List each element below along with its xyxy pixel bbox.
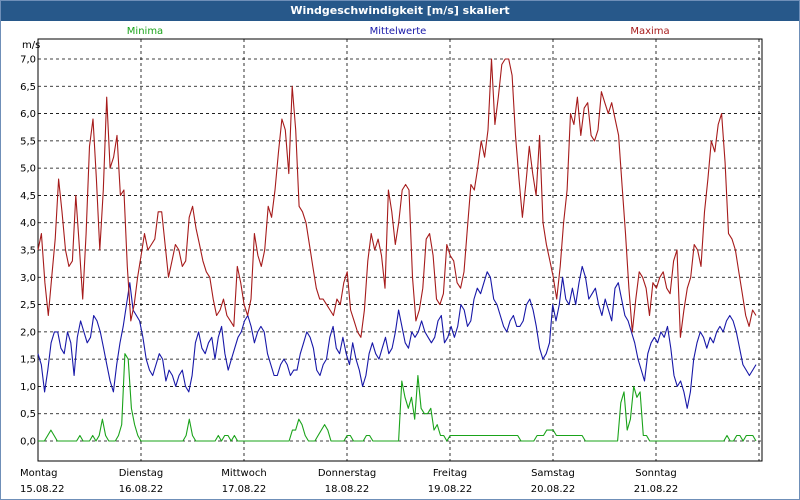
y-tick-label: 0,0 [20,437,36,448]
series-line-maxima [37,58,757,338]
x-date-label: 17.08.22 [222,484,267,495]
x-day-label: Donnerstag [318,468,376,479]
y-tick-label: 7,0 [20,55,36,66]
x-date-label: 21.08.22 [634,484,679,495]
x-date-label: 16.08.22 [119,484,164,495]
x-axis: Montag 15.08.22 Dienstag 16.08.22 Mittwoch 17… [20,468,678,495]
series-line-mittelwerte [37,265,757,409]
legend-mittelwerte: Mittelwerte [370,26,427,37]
y-tick-label: 4,5 [20,191,36,202]
y-tick-label: 2,0 [20,327,36,338]
x-day-label: Mittwoch [221,468,266,479]
y-tick-label: 6,5 [20,82,36,93]
grid [38,39,762,461]
y-tick-label: 6,0 [20,109,36,120]
series-line-minima [38,353,757,442]
y-tick-label: 5,5 [20,136,36,147]
y-axis: 0,0 0,5 1,0 1,5 2,0 2,5 3,0 3,5 4,0 4,5 5,0 5,5 6,0 6… [20,55,36,448]
x-day-label: Sonntag [635,468,677,479]
window-title: Windgeschwindigkeit [m/s] skaliert [1,1,799,21]
y-tick-label: 3,5 [20,246,36,257]
x-date-label: 19.08.22 [428,484,473,495]
series [37,58,757,442]
y-tick-label: 3,0 [20,273,36,284]
x-date-label: 15.08.22 [20,484,65,495]
legend-minima: Minima [127,26,163,37]
y-tick-label: 0,5 [20,409,36,420]
y-tick-label: 1,0 [20,382,36,393]
x-date-label: 20.08.22 [531,484,576,495]
y-tick-label: 4,0 [20,218,36,229]
legend: Minima Mittelwerte Maxima [127,26,670,37]
x-day-label: Dienstag [119,468,164,479]
y-tick-label: 5,0 [20,164,36,175]
legend-maxima: Maxima [630,26,669,37]
y-tick-label: 1,5 [20,355,36,366]
x-day-label: Samstag [531,468,575,479]
x-day-label: Montag [20,468,57,479]
x-date-label: 18.08.22 [325,484,370,495]
y-axis-label: m/s [22,40,40,51]
x-day-label: Freitag [433,468,467,479]
y-tick-label: 2,5 [20,300,36,311]
